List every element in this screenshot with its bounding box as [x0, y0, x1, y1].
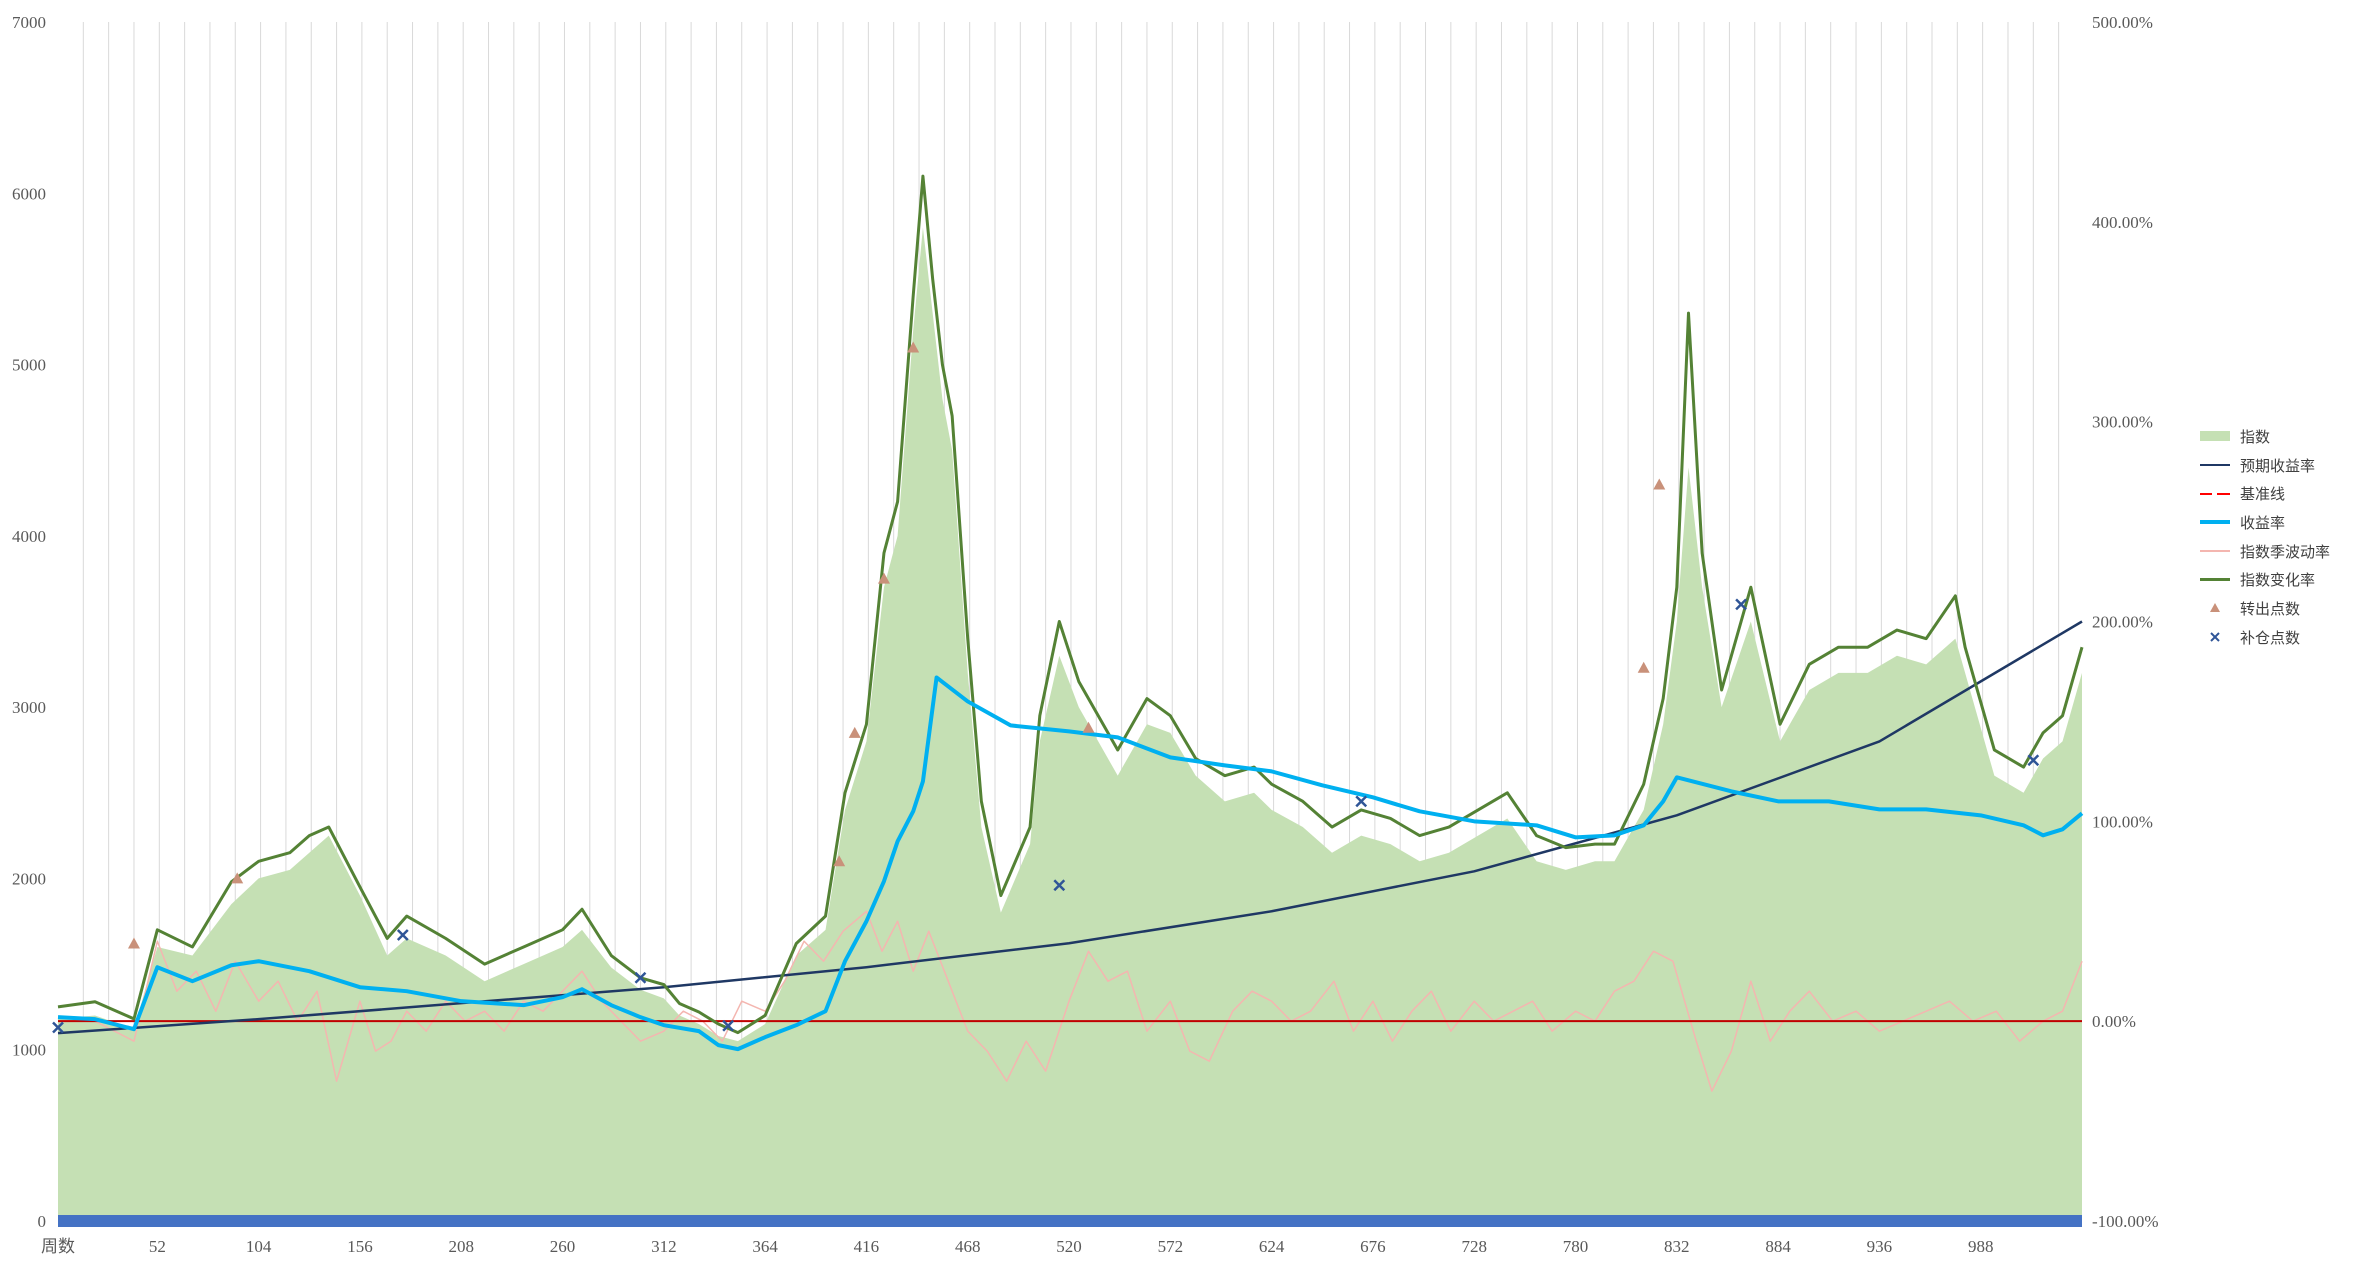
- y-left-tick-label: 0: [38, 1212, 47, 1231]
- markers-layer: [52, 341, 2082, 1227]
- legend-item-sell-marker[interactable]: 转出点数: [2200, 594, 2365, 623]
- legend-label-expected-return: 预期收益率: [2240, 457, 2316, 475]
- index-change-line: [57, 174, 2084, 1035]
- y-left-tick-label: 4000: [12, 527, 46, 546]
- legend-item-index[interactable]: 指数: [2200, 422, 2365, 451]
- sell-marker: [1637, 661, 1650, 673]
- legend-swatch-sell-marker: [2200, 600, 2230, 616]
- x-tick-label: 624: [1259, 1237, 1285, 1256]
- legend-swatch-index-change: [2200, 572, 2230, 588]
- y-left-tick-label: 6000: [12, 184, 46, 203]
- legend-item-index-change[interactable]: 指数变化率: [2200, 565, 2365, 594]
- legend-label-buy-marker: 补仓点数: [2240, 629, 2301, 647]
- y-left-tick-label: 5000: [12, 356, 46, 375]
- legend-swatch-buy-marker: [2200, 629, 2230, 645]
- y-right-tick-label: 500.00%: [2092, 13, 2153, 32]
- seasonal-volatility-line: [57, 910, 2083, 1092]
- legend-label-index: 指数: [2240, 428, 2271, 446]
- legend-swatch-index: [2200, 428, 2230, 444]
- sell-marker: [1653, 478, 1666, 490]
- x-tick-label: 572: [1158, 1237, 1184, 1256]
- x-tick-label: 468: [955, 1237, 981, 1256]
- x-tick-label: 832: [1664, 1237, 1690, 1256]
- legend-label-return-rate: 收益率: [2240, 514, 2286, 532]
- y-right-tick-label: 200.00%: [2092, 613, 2153, 632]
- index-area-layer: [58, 227, 2082, 1222]
- buy-marker: [722, 1019, 735, 1032]
- legend-item-expected-return[interactable]: 预期收益率: [2200, 451, 2365, 480]
- x-tick-label: 520: [1056, 1237, 1082, 1256]
- buy-marker: [1735, 598, 1747, 611]
- buy-marker: [634, 971, 647, 984]
- y-left-tick-label: 2000: [12, 869, 46, 888]
- x-tick-label: 728: [1461, 1237, 1487, 1256]
- sell-marker: [833, 855, 846, 867]
- x-tick-label: 884: [1765, 1237, 1791, 1256]
- legend-item-buy-marker[interactable]: 补仓点数: [2200, 623, 2365, 652]
- buy-marker: [2027, 754, 2040, 767]
- buy-marker: [1053, 879, 1066, 892]
- sell-marker: [877, 572, 890, 584]
- legend-item-return-rate[interactable]: 收益率: [2200, 508, 2365, 537]
- legend-label-sell-marker: 转出点数: [2240, 600, 2301, 618]
- x-tick-label: 676: [1360, 1237, 1386, 1256]
- y-left-tick-label: 1000: [12, 1041, 46, 1060]
- x-tick-label: 780: [1563, 1237, 1589, 1256]
- buy-marker: [1355, 795, 1368, 808]
- y-right-tick-label: 100.00%: [2092, 812, 2153, 831]
- y-right-tick-label: 400.00%: [2092, 213, 2153, 232]
- x-tick-label: 364: [752, 1237, 778, 1256]
- series-lines-layer: [57, 174, 2084, 1092]
- x-tick-label: 988: [1968, 1237, 1994, 1256]
- legend-swatch-return-rate: [2200, 514, 2230, 530]
- x-tick-label: 260: [550, 1237, 576, 1256]
- x-tick-label: 416: [854, 1237, 880, 1256]
- axes-layer: 0 1000 2000 3000 4000 5000 6000 7000 -100.00% 0.0…: [12, 13, 2159, 1256]
- legend-swatch-expected-return: [2200, 457, 2230, 473]
- sell-marker: [848, 726, 861, 738]
- sell-marker: [907, 341, 920, 353]
- buy-marker: [396, 929, 409, 941]
- x-axis-label: 周数: [41, 1237, 75, 1256]
- legend-item-seasonal-volatility[interactable]: 指数季波动率: [2200, 537, 2365, 566]
- x-tick-label: 936: [1867, 1237, 1893, 1256]
- y-left-tick-label: 7000: [12, 13, 46, 32]
- legend: 指数 预期收益率 基准线 收益率 指数季波动率 指数变化率 转出点数 补仓点数: [2200, 422, 2365, 652]
- return-rate-line: [57, 675, 2084, 1052]
- legend-item-baseline[interactable]: 基准线: [2200, 479, 2365, 508]
- sell-marker: [231, 872, 244, 884]
- bottom-band: [58, 1215, 2082, 1227]
- x-tick-label: 208: [448, 1237, 474, 1256]
- buy-marker: [52, 1021, 64, 1034]
- x-tick-label: 52: [149, 1237, 166, 1256]
- legend-label-baseline: 基准线: [2240, 486, 2286, 504]
- x-tick-label: 104: [246, 1237, 272, 1256]
- legend-label-index-change: 指数变化率: [2240, 572, 2316, 590]
- y-right-tick-label: 0.00%: [2092, 1012, 2136, 1031]
- legend-swatch-seasonal-volatility: [2200, 543, 2230, 559]
- expected-return-line: [57, 620, 2083, 1035]
- y-left-tick-label: 3000: [12, 698, 46, 717]
- x-tick-label: 156: [347, 1237, 373, 1256]
- sell-marker: [127, 937, 140, 949]
- legend-swatch-baseline: [2200, 486, 2230, 502]
- x-tick-label: 312: [651, 1237, 677, 1256]
- y-right-tick-label: 300.00%: [2092, 413, 2153, 432]
- sell-marker: [1082, 721, 1095, 733]
- y-right-tick-label: -100.00%: [2092, 1212, 2159, 1231]
- legend-label-seasonal-volatility: 指数季波动率: [2240, 543, 2331, 561]
- index-area: [58, 227, 2082, 1222]
